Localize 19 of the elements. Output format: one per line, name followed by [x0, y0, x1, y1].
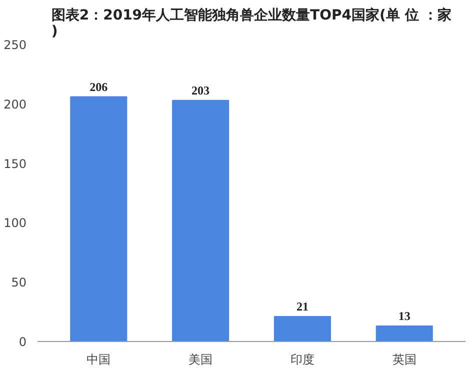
data-label: 206	[90, 80, 108, 94]
y-tick-label: 50	[11, 276, 27, 290]
y-tick-label: 200	[4, 97, 26, 112]
y-tick-label: 100	[4, 216, 26, 230]
x-tick-label: 英国	[392, 352, 416, 366]
y-tick-label: 250	[4, 38, 26, 52]
y-tick-label: 0	[18, 335, 27, 349]
data-label: 203	[192, 83, 210, 98]
data-label: 21	[296, 300, 308, 314]
x-tick-label: 美国	[188, 352, 213, 366]
data-label: 13	[398, 309, 410, 324]
y-tick-label: 150	[4, 156, 26, 171]
bar	[376, 326, 433, 342]
x-tick-label: 印度	[290, 352, 314, 366]
x-tick-label: 中国	[86, 352, 111, 366]
chart-title: 图表2：2019年人工智能独角兽企业数量TOP4国家(单 位 ：家)	[51, 6, 452, 40]
bar	[274, 316, 331, 342]
bar	[70, 96, 128, 342]
bar	[172, 100, 230, 342]
